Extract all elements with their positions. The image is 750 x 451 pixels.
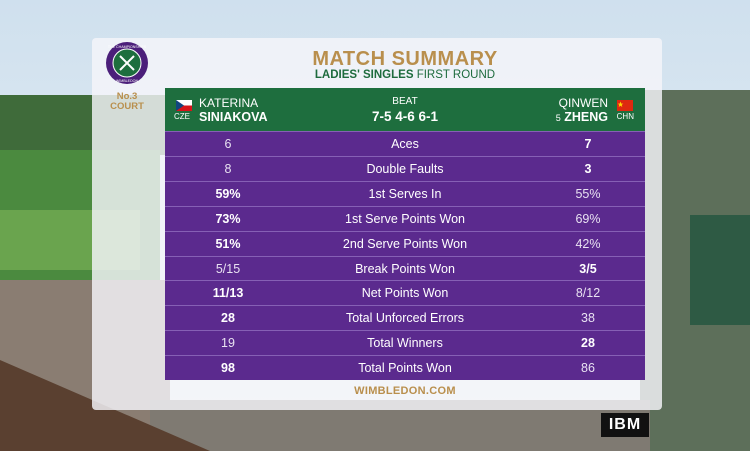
left-value: 98 <box>221 361 235 376</box>
score: 7-5 4-6 6-1 <box>371 109 439 124</box>
court-number: No.3 <box>116 91 138 102</box>
footer: WIMBLEDON.COM <box>354 385 456 397</box>
result-verb: BEAT <box>392 96 418 107</box>
left-value: 6 <box>224 137 232 151</box>
right-last: ZHENG <box>564 110 608 124</box>
right-value: 55% <box>575 186 601 201</box>
right-seed: 5 <box>555 113 561 123</box>
stat-label: Total Winners <box>367 336 443 351</box>
court-label: COURT <box>110 101 144 112</box>
stat-label: Total Points Won <box>358 361 452 376</box>
subtitle: LADIES' SINGLES FIRST ROUND <box>165 69 645 81</box>
title: MATCH SUMMARY <box>312 48 498 70</box>
left-value: 8 <box>224 161 232 176</box>
stat-label: 2nd Serve Points Won <box>342 236 468 251</box>
right-value: 8/12 <box>575 286 601 301</box>
left-first: KATERINA <box>199 96 259 110</box>
stat-row: 28 Total Unforced Errors 38 <box>165 305 645 331</box>
stat-label: 1st Serves In <box>368 186 442 201</box>
stat-row: 98 Total Points Won 86 <box>165 355 645 381</box>
left-value: 11/13 <box>212 286 244 301</box>
right-country: CHN <box>616 112 634 121</box>
sponsor-logo: IBM <box>601 413 649 437</box>
subtitle-bold: LADIES' SINGLES <box>314 69 414 81</box>
stat-label: Aces <box>391 137 419 151</box>
left-value: 51% <box>215 236 241 251</box>
logo-bottom: WIMBLEDON <box>116 79 139 83</box>
right-value: 28 <box>581 336 595 351</box>
right-value: 3/5 <box>579 261 597 276</box>
stat-row: 19 Total Winners 28 <box>165 330 645 356</box>
wimbledon-logo: THE CHAMPIONSHIPS WIMBLEDON <box>106 42 148 84</box>
stat-row: 8 Double Faults 3 <box>165 155 645 181</box>
right-name: 5 ZHENG <box>556 110 608 124</box>
right-value: 42% <box>575 236 601 251</box>
subtitle-round: FIRST ROUND <box>416 69 496 81</box>
stat-label: Total Unforced Errors <box>345 311 465 326</box>
stat-row: 51% 2nd Serve Points Won 42% <box>165 230 645 256</box>
right-value: 38 <box>581 311 595 326</box>
stat-row: 11/13 Net Points Won 8/12 <box>165 280 645 306</box>
right-value: 86 <box>581 361 595 376</box>
court: No.3 COURT <box>97 92 157 112</box>
left-value: 73% <box>215 211 241 226</box>
right-first: QINWEN <box>558 96 608 110</box>
right-value: 69% <box>575 211 601 226</box>
right-value: 3 <box>584 161 592 176</box>
stat-row: 73% 1st Serve Points Won 69% <box>165 205 645 231</box>
left-country: CZE <box>174 112 190 121</box>
left-value: 19 <box>221 336 235 351</box>
stat-label: Net Points Won <box>361 286 449 301</box>
stat-label: Double Faults <box>366 161 444 176</box>
stat-row: 6 Aces 7 <box>165 131 645 156</box>
flag-cze <box>176 100 192 111</box>
left-value: 5/15 <box>215 261 241 276</box>
stat-label: 1st Serve Points Won <box>345 211 465 226</box>
stat-row: 59% 1st Serves In 55% <box>165 180 645 206</box>
right-value: 7 <box>584 137 592 151</box>
left-value: 59% <box>215 186 241 201</box>
stat-row: 5/15 Break Points Won 3/5 <box>165 255 645 281</box>
left-value: 28 <box>221 311 235 326</box>
logo-top: THE CHAMPIONSHIPS <box>108 45 147 49</box>
stat-label: Break Points Won <box>355 261 455 276</box>
flag-chn <box>617 100 633 111</box>
left-last: SINIAKOVA <box>199 110 268 124</box>
players-header: CZE KATERINA SINIAKOVA BEAT 7-5 4-6 6-1 … <box>165 88 645 131</box>
